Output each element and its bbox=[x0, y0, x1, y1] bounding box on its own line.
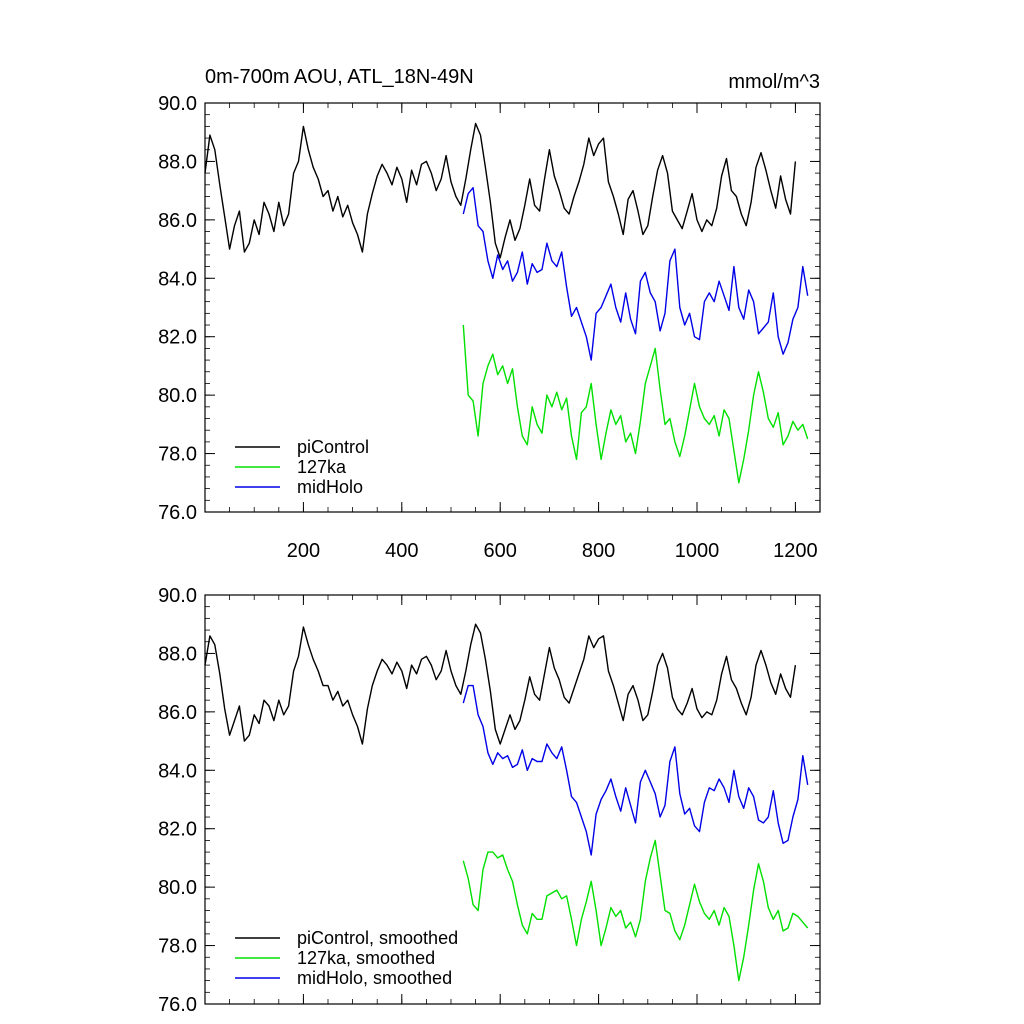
top-chart-panel: 0m-700m AOU, ATL_18N-49N mmol/m^3 76.0 78… bbox=[158, 66, 821, 562]
legend-label-1: 127ka, smoothed bbox=[297, 948, 435, 968]
y-tick-label: 86.0 bbox=[158, 702, 197, 724]
x-tick-label: 200 bbox=[287, 540, 320, 562]
y-tick-label: 78.0 bbox=[158, 444, 197, 466]
top-axes-ticks: 76.0 78.0 80.0 82.0 84.0 86.0 88.0 90.0 200 400 60… bbox=[158, 93, 820, 562]
y-tick-label: 80.0 bbox=[158, 385, 197, 407]
bottom-plot-frame bbox=[204, 594, 821, 1005]
y-tick-label: 86.0 bbox=[158, 210, 197, 232]
series-line-2 bbox=[462, 186, 809, 361]
y-tick-label: 82.0 bbox=[158, 327, 197, 349]
bottom-chart-panel: 76.0 78.0 80.0 82.0 84.0 86.0 88.0 90.0 piContr… bbox=[158, 585, 821, 1016]
legend-label-1: 127ka bbox=[297, 457, 347, 477]
y-tick-label: 78.0 bbox=[158, 936, 197, 958]
x-tick-label: 800 bbox=[582, 540, 615, 562]
y-tick-label: 80.0 bbox=[158, 877, 197, 899]
legend-label-0: piControl, smoothed bbox=[297, 928, 458, 948]
series-line-0 bbox=[204, 122, 797, 259]
legend-label-0: piControl bbox=[297, 437, 369, 457]
x-tick-label: 600 bbox=[484, 540, 517, 562]
y-tick-label: 88.0 bbox=[158, 643, 197, 665]
series-line-2 bbox=[462, 684, 809, 856]
y-tick-label: 76.0 bbox=[158, 502, 197, 524]
y-tick-label: 88.0 bbox=[158, 151, 197, 173]
y-tick-label: 84.0 bbox=[158, 760, 197, 782]
x-tick-label: 1200 bbox=[773, 540, 818, 562]
y-tick-label: 90.0 bbox=[158, 585, 197, 607]
x-tick-label: 400 bbox=[385, 540, 418, 562]
x-tick-label: 1000 bbox=[675, 540, 720, 562]
legend-label-2: midHolo, smoothed bbox=[297, 968, 452, 988]
series-line-0 bbox=[204, 623, 797, 745]
y-tick-label: 90.0 bbox=[158, 93, 197, 115]
bottom-axes-ticks: 76.0 78.0 80.0 82.0 84.0 86.0 88.0 90.0 bbox=[158, 585, 820, 1016]
series-line-1 bbox=[462, 324, 809, 484]
bottom-plot-lines bbox=[204, 623, 809, 982]
series-line-1 bbox=[462, 839, 809, 982]
y-tick-label: 76.0 bbox=[158, 994, 197, 1016]
top-plot-frame bbox=[204, 102, 821, 513]
y-tick-label: 82.0 bbox=[158, 819, 197, 841]
top-plot-lines bbox=[204, 122, 809, 484]
chart-units: mmol/m^3 bbox=[728, 71, 820, 93]
y-tick-label: 84.0 bbox=[158, 268, 197, 290]
chart-title: 0m-700m AOU, ATL_18N-49N bbox=[205, 66, 474, 88]
legend-label-2: midHolo bbox=[297, 477, 363, 497]
